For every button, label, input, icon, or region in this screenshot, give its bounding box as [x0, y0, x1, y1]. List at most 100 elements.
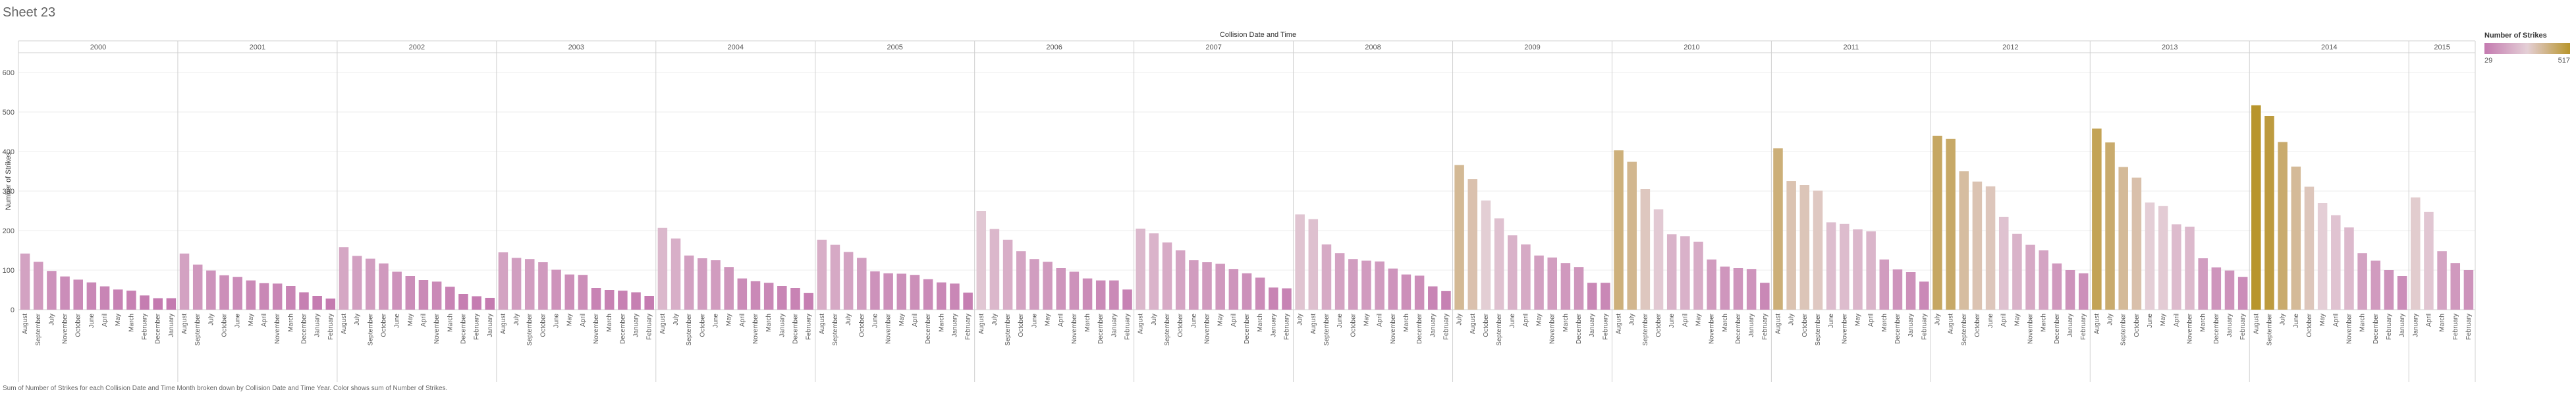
bar-2001-january[interactable] [312, 296, 322, 310]
bar-2011-november[interactable] [1840, 223, 1850, 310]
bar-2013-april[interactable] [2172, 224, 2181, 310]
bar-2007-june[interactable] [1189, 260, 1199, 310]
bar-2004-january[interactable] [777, 286, 787, 310]
bar-2015-february[interactable] [2463, 270, 2474, 310]
bar-2002-april[interactable] [418, 280, 429, 310]
bar-2006-october[interactable] [1016, 251, 1026, 310]
bar-2004-july[interactable] [671, 239, 681, 310]
bar-2003-february[interactable] [644, 296, 654, 310]
bar-2012-october[interactable] [1972, 181, 1983, 310]
bar-2009-july[interactable] [1454, 165, 1464, 310]
bar-2003-september[interactable] [524, 259, 535, 310]
bar-2001-december[interactable] [299, 292, 309, 310]
bar-2007-july[interactable] [1149, 233, 1159, 310]
bar-2011-october[interactable] [1799, 185, 1810, 310]
bar-2013-july[interactable] [2105, 142, 2115, 310]
bar-2000-november[interactable] [60, 276, 70, 310]
bar-2010-april[interactable] [1680, 236, 1690, 310]
bar-2001-june[interactable] [233, 277, 242, 310]
bar-2005-april[interactable] [910, 275, 920, 310]
bar-2011-june[interactable] [1826, 222, 1836, 310]
bar-2002-june[interactable] [392, 271, 402, 310]
bar-2014-august[interactable] [2251, 105, 2261, 310]
bar-2014-november[interactable] [2344, 227, 2354, 310]
bar-2004-february[interactable] [804, 293, 813, 310]
bar-2014-march[interactable] [2357, 253, 2367, 310]
bar-2008-july[interactable] [1295, 214, 1305, 310]
bar-2010-march[interactable] [1720, 266, 1730, 310]
bar-2005-july[interactable] [843, 252, 854, 310]
bar-2007-december[interactable] [1242, 273, 1252, 310]
bar-2008-march[interactable] [1401, 274, 1411, 310]
bar-2000-may[interactable] [113, 289, 123, 310]
bar-2013-december[interactable] [2211, 267, 2222, 310]
bar-2006-august[interactable] [976, 211, 987, 310]
bar-2001-may[interactable] [246, 280, 256, 310]
bar-2009-june[interactable] [1507, 235, 1518, 310]
bar-2001-october[interactable] [219, 275, 229, 310]
bar-2014-october[interactable] [2304, 186, 2315, 310]
bar-2006-january[interactable] [1109, 280, 1119, 310]
bar-2011-may[interactable] [1853, 229, 1863, 310]
bar-2008-november[interactable] [1388, 268, 1398, 310]
bar-2005-february[interactable] [963, 293, 973, 310]
bar-2005-january[interactable] [950, 283, 960, 310]
bar-2004-may[interactable] [724, 267, 734, 310]
bar-2000-october[interactable] [73, 279, 83, 310]
bar-2012-january[interactable] [2065, 270, 2075, 310]
bar-2003-may[interactable] [564, 274, 574, 310]
bar-2007-october[interactable] [1175, 250, 1186, 310]
bar-2011-february[interactable] [1919, 281, 1929, 310]
bar-2009-february[interactable] [1601, 283, 1610, 310]
bar-2012-june[interactable] [1985, 186, 1996, 310]
bar-2003-october[interactable] [538, 262, 548, 310]
bar-2005-november[interactable] [883, 273, 893, 310]
bar-2006-june[interactable] [1029, 259, 1039, 310]
bar-2000-december[interactable] [153, 298, 163, 310]
bar-2002-november[interactable] [431, 281, 442, 310]
bar-2005-june[interactable] [870, 271, 880, 310]
bar-2008-december[interactable] [1414, 275, 1425, 310]
bar-2006-july[interactable] [989, 229, 1000, 310]
bar-2002-september[interactable] [366, 258, 375, 310]
bar-2010-november[interactable] [1707, 259, 1716, 310]
bar-2004-october[interactable] [698, 258, 707, 310]
bar-2006-december[interactable] [1095, 280, 1106, 310]
bar-2003-june[interactable] [551, 269, 561, 310]
bar-2011-july[interactable] [1786, 181, 1796, 310]
bar-2007-february[interactable] [1282, 288, 1292, 310]
bar-2012-may[interactable] [2012, 233, 2022, 310]
bar-2010-may[interactable] [1693, 241, 1703, 310]
bar-2003-december[interactable] [618, 291, 628, 310]
bar-2014-february[interactable] [2384, 270, 2394, 310]
bar-2008-september[interactable] [1321, 244, 1332, 310]
bar-2012-march[interactable] [2039, 250, 2048, 310]
bar-2008-august[interactable] [1308, 219, 1319, 310]
bar-2006-february[interactable] [1122, 289, 1132, 310]
bar-2014-june[interactable] [2291, 166, 2301, 310]
bar-2012-april[interactable] [1998, 217, 2009, 310]
bar-2014-september[interactable] [2264, 116, 2274, 310]
bar-2004-march[interactable] [763, 283, 774, 310]
bar-2000-february[interactable] [140, 295, 150, 310]
bar-2000-july[interactable] [47, 271, 57, 310]
bar-2010-october[interactable] [1653, 209, 1664, 310]
bar-2000-june[interactable] [86, 282, 97, 310]
bar-2013-march[interactable] [2198, 258, 2208, 310]
bar-2011-august[interactable] [1773, 148, 1783, 310]
bar-2010-september[interactable] [1640, 189, 1651, 310]
bar-2006-november[interactable] [1069, 271, 1080, 310]
bar-2011-april[interactable] [1866, 231, 1876, 310]
bar-2004-april[interactable] [737, 278, 748, 310]
bar-2013-september[interactable] [2118, 167, 2128, 310]
bar-2015-april[interactable] [2424, 211, 2434, 310]
bar-2014-may[interactable] [2317, 203, 2328, 310]
bar-2001-august[interactable] [179, 253, 190, 310]
bar-2008-april[interactable] [1375, 261, 1384, 310]
bar-2008-june[interactable] [1334, 253, 1345, 310]
bar-2009-october[interactable] [1481, 200, 1491, 310]
bar-2004-december[interactable] [790, 288, 800, 310]
bar-2002-march[interactable] [445, 287, 455, 310]
bar-2006-march[interactable] [1082, 278, 1093, 310]
bar-2001-february[interactable] [325, 298, 336, 310]
